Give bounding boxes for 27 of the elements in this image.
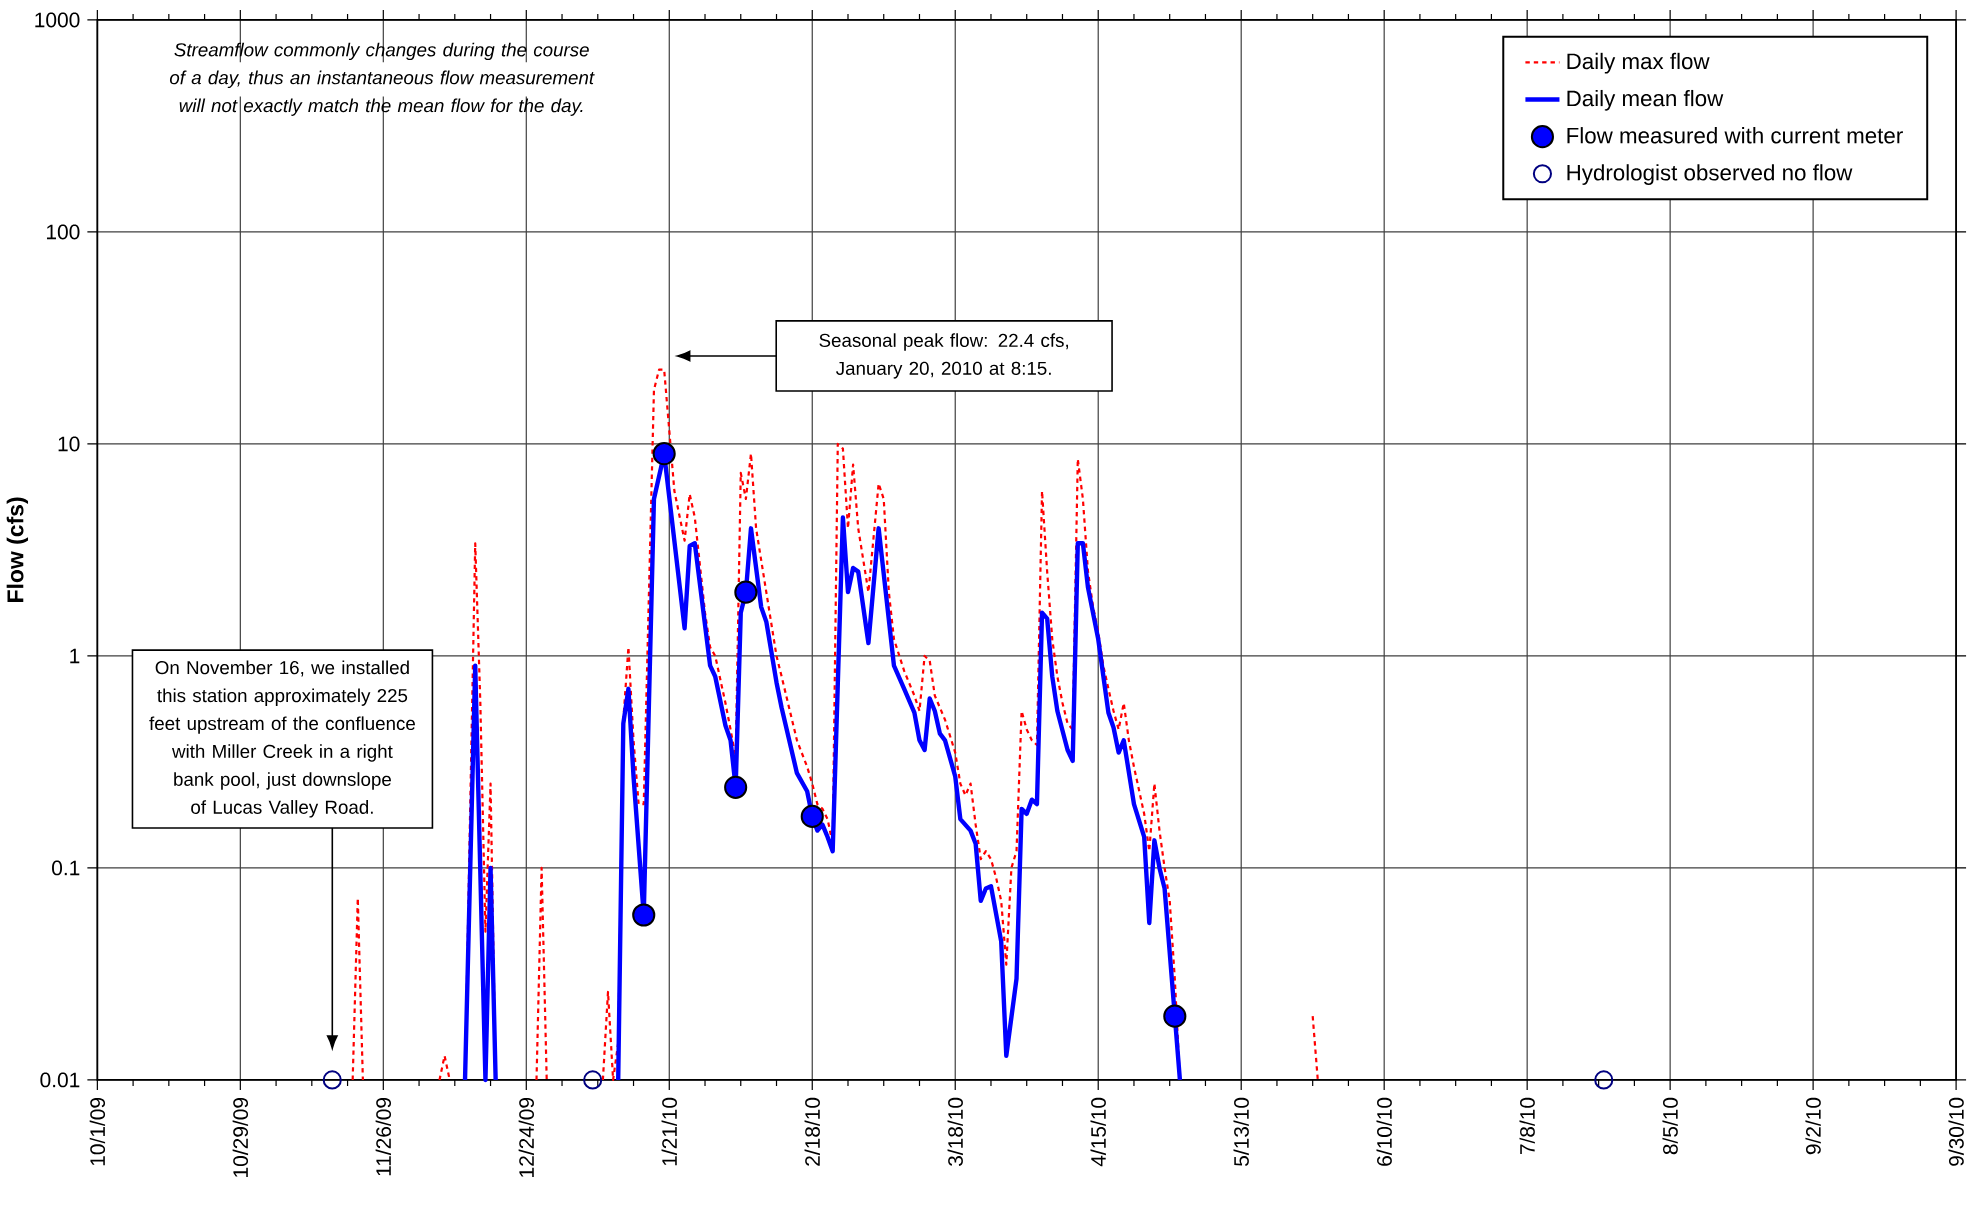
x-tick-label: 12/24/09	[518, 1098, 534, 1178]
x-tick-label: 2/18/10	[804, 1098, 820, 1166]
annotation: On November 16, we installed this station approximately 225 feet upstream of the confluence with Miller Creek in a right bank pool, just downslope of Lucas Valley Road.	[149, 660, 415, 818]
x-tick-label: 8/5/10	[1662, 1098, 1678, 1155]
y-tick-label: 1000	[35, 12, 80, 28]
x-tick-label: 7/8/10	[1519, 1098, 1535, 1155]
x-tick-label: 4/15/10	[1090, 1098, 1106, 1167]
y-tick-label: 0.1	[52, 860, 80, 876]
x-tick-label: 3/18/10	[947, 1098, 963, 1167]
x-tick-label: 9/30/10	[1948, 1098, 1964, 1167]
legend-label: Hydrologist observed no flow	[1567, 164, 1853, 186]
legend-label: Flow measured with current meter	[1567, 127, 1903, 144]
legend-label: Daily mean flow	[1567, 90, 1724, 111]
x-tick-label: 10/29/09	[232, 1098, 249, 1178]
y-tick-label: 1	[70, 648, 80, 664]
y-axis-title: Flow (cfs)	[6, 497, 29, 603]
annotation: Seasonal peak flow: 22.4 cfs, January 20, 2010 at 8:15.	[819, 333, 1068, 379]
x-tick-label: 5/13/10	[1233, 1098, 1249, 1167]
legend-label: Daily max flow	[1567, 53, 1710, 74]
x-tick-label: 11/26/09	[375, 1098, 392, 1176]
x-tick-label: 9/2/10	[1805, 1098, 1821, 1155]
x-tick-label: 10/1/09	[89, 1098, 106, 1166]
y-tick-label: 100	[46, 224, 80, 240]
x-tick-label: 6/10/10	[1376, 1098, 1392, 1166]
x-tick-label: 1/21/10	[661, 1098, 677, 1166]
y-tick-label: 10	[58, 436, 80, 452]
y-tick-label: 0.01	[40, 1072, 80, 1088]
